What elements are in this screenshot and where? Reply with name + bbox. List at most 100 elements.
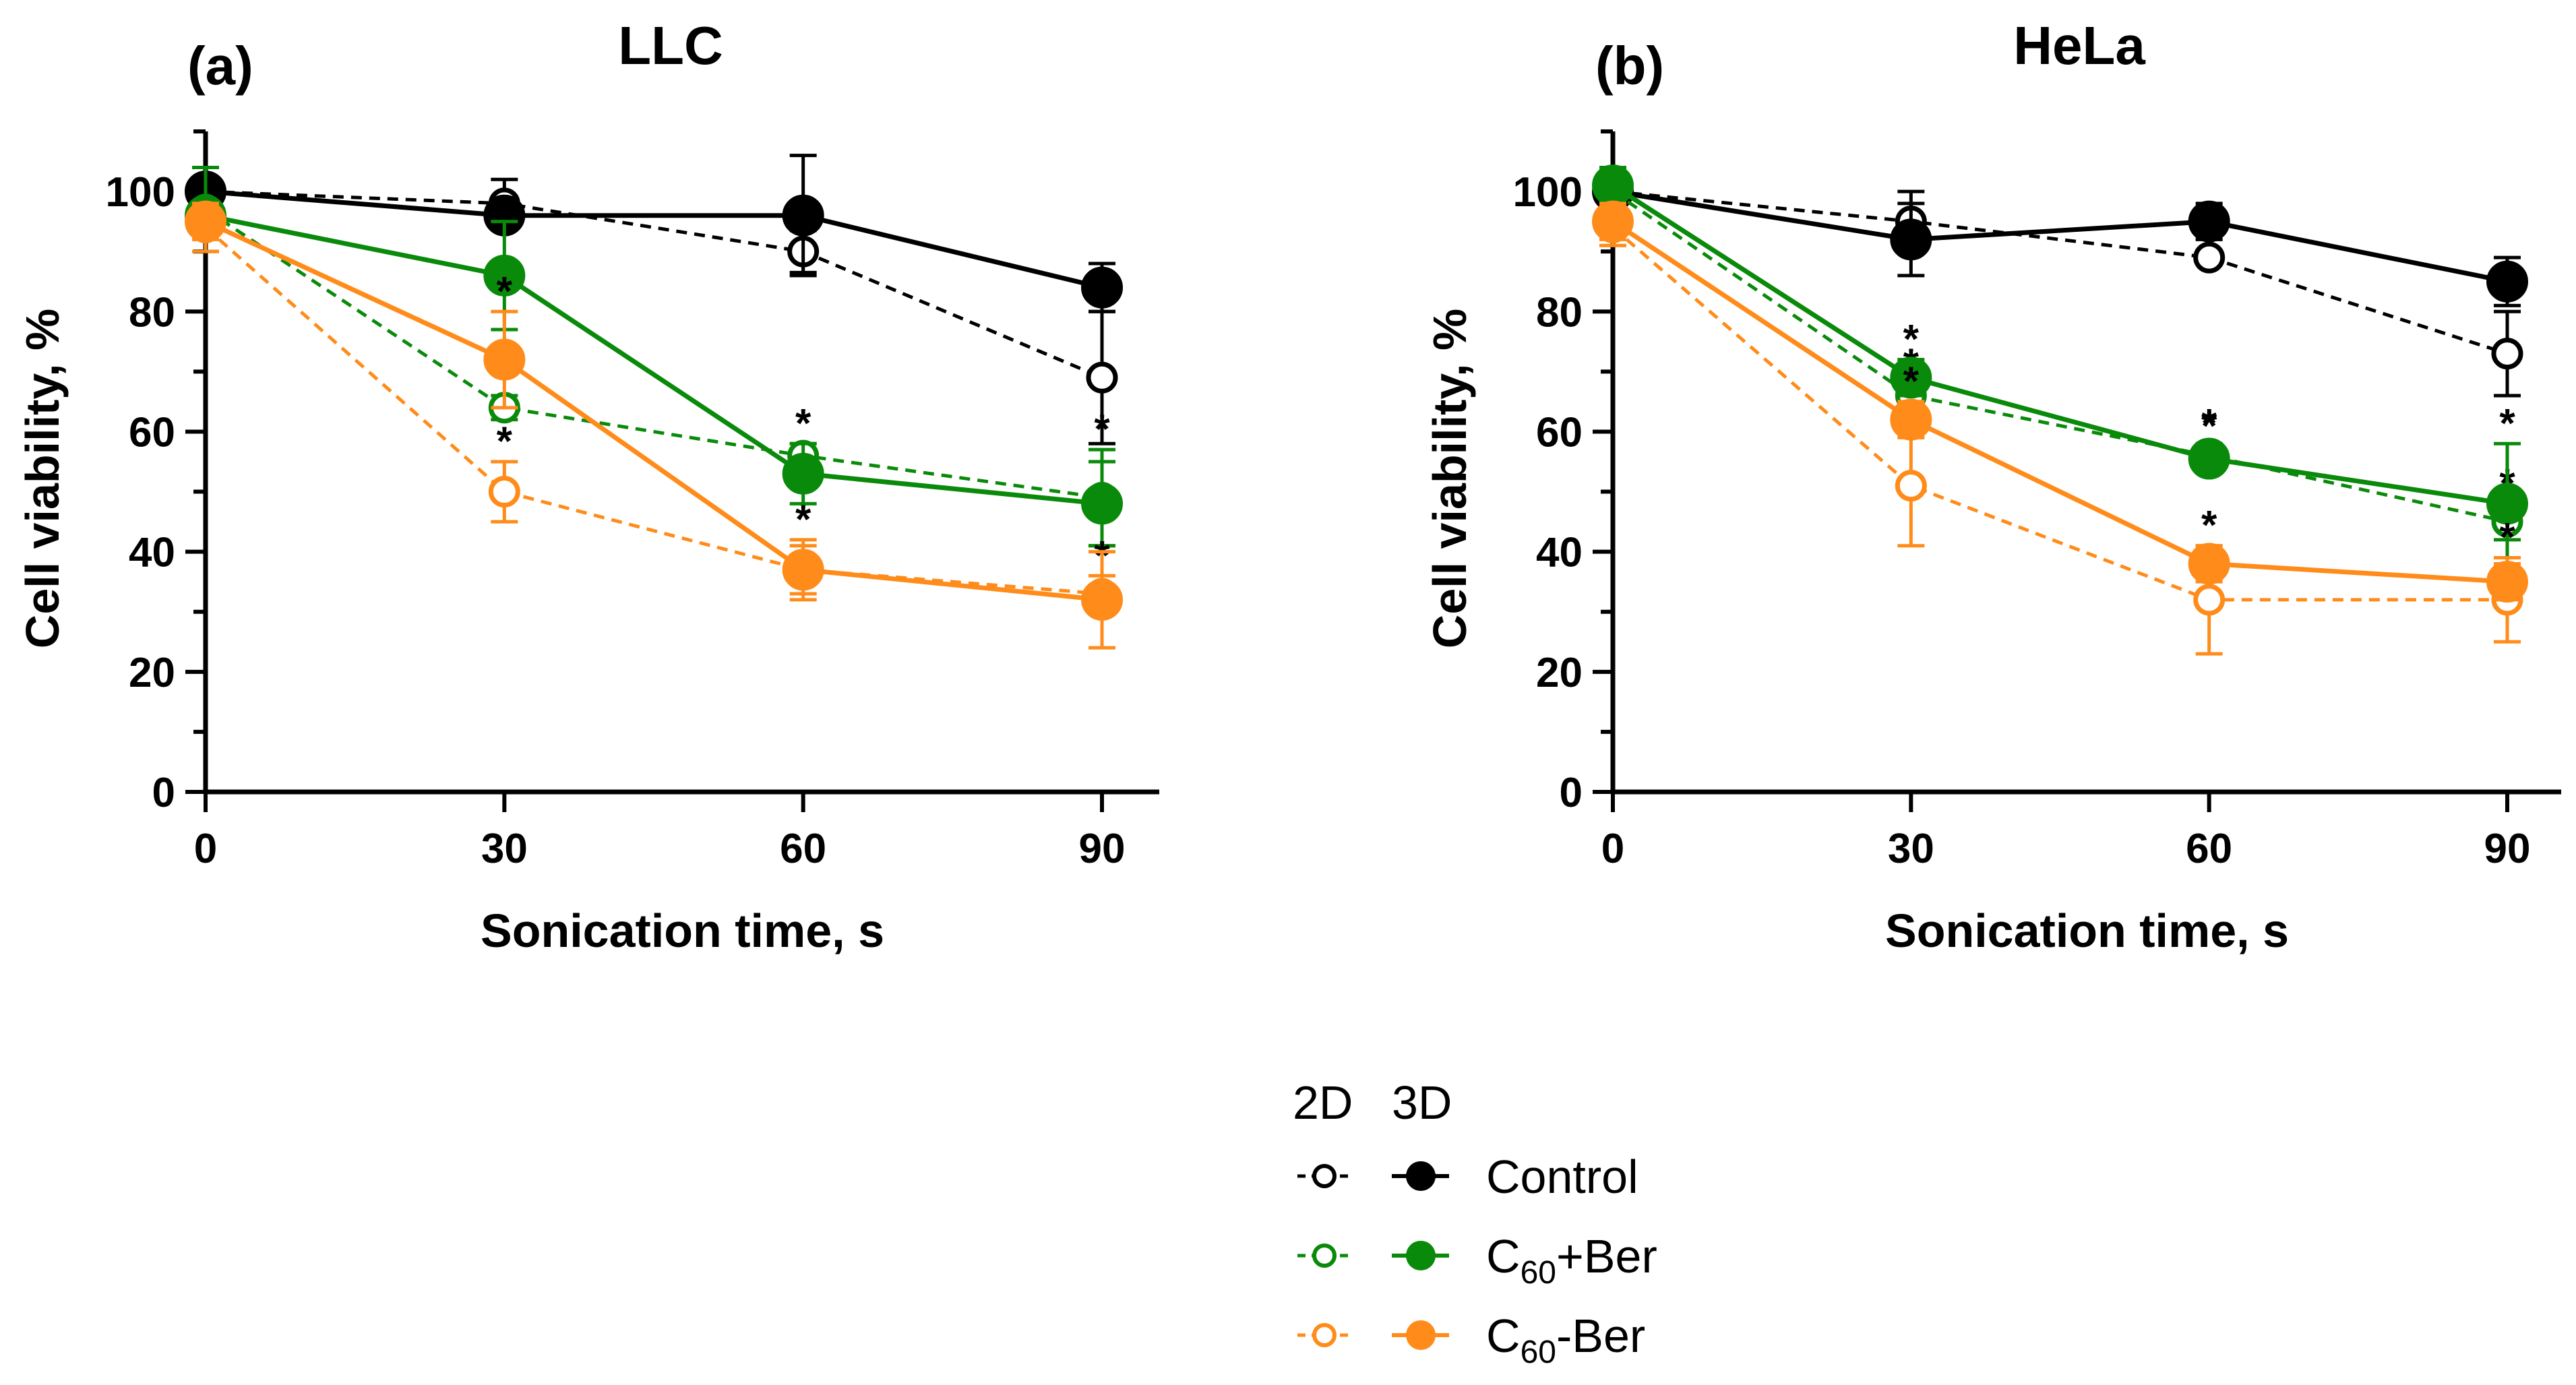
significance-star: * (2499, 400, 2515, 445)
series-line (1612, 189, 2508, 356)
series-line (205, 189, 1103, 379)
legend-label: Control (1486, 1150, 1638, 1203)
x-tick-label: 60 (2186, 826, 2232, 872)
series-c60-ber-2d: * * * (189, 202, 1118, 614)
x-axis-title: Sonication time, s (1885, 904, 2289, 957)
series-line (204, 219, 1103, 603)
significance-star: * (497, 268, 513, 313)
legend-swatch-2d-marker (1312, 1323, 1337, 1347)
series-line (1612, 190, 2508, 524)
series-c60-ber-3d: ** * (1592, 164, 2528, 565)
y-axis-title: Cell viability, % (1423, 309, 1476, 648)
x-axis-title: Sonication time, s (481, 904, 884, 957)
data-point-open (2491, 338, 2523, 370)
significance-star: * (1903, 359, 1920, 404)
x-tick-label: 0 (194, 826, 217, 872)
series-c60-ber-3d (185, 194, 1123, 548)
y-axis-title: Cell viability, % (16, 309, 69, 648)
x-tick-label: 90 (1079, 826, 1126, 872)
data-point-open (1895, 470, 1927, 502)
legend-label-prefix: C (1486, 1310, 1521, 1362)
x-tick-label: 30 (481, 826, 528, 872)
legend-swatch-3d-marker (1406, 1241, 1436, 1270)
significance-star: * (1903, 317, 1920, 362)
legend-label: C60-Ber (1486, 1310, 1645, 1370)
data-point-open (2193, 584, 2226, 616)
data-point-filled (2486, 483, 2528, 525)
data-point-filled (2188, 200, 2230, 243)
data-point-filled (1592, 200, 1634, 243)
series-line (1612, 189, 2508, 284)
y-tick-label: 20 (1536, 650, 1583, 696)
data-point-filled (2486, 260, 2528, 303)
legend-swatch-3d-marker (1406, 1161, 1436, 1191)
data-point-filled (782, 549, 824, 591)
series-line (205, 189, 1103, 290)
significance-star: * (2499, 515, 2515, 560)
data-point-filled (185, 200, 226, 243)
data-point-filled (1890, 357, 1932, 399)
data-point-open (488, 476, 520, 508)
legend-item-c60-ber-minus: C60-Ber (1297, 1310, 1645, 1370)
data-point-filled (483, 338, 526, 381)
data-point-filled (782, 452, 824, 495)
y-tick-label: 60 (1536, 409, 1583, 456)
legend-label-suffix: -Ber (1556, 1310, 1645, 1362)
significance-star: * (497, 419, 513, 464)
x-tick-label: 60 (780, 826, 826, 872)
series-control-3d (1592, 171, 2528, 307)
legend-item-c60-ber-plus: C60+Ber (1297, 1230, 1657, 1291)
data-point-open (2193, 241, 2226, 274)
y-tick-label: 80 (1536, 289, 1583, 336)
data-point-filled (782, 194, 824, 237)
series-line (204, 208, 1103, 499)
legend-swatch-2d-marker (1312, 1243, 1337, 1268)
data-point-filled (1081, 483, 1123, 525)
y-tick-label: 0 (1560, 770, 1583, 816)
panel-b-hela: 0 20 40 60 80 100 0 30 60 90 (b) HeLa Sonication tim… (1423, 16, 2561, 957)
series-line (204, 226, 1103, 596)
significance-star: * (1094, 406, 1110, 452)
significance-star: * (2201, 503, 2217, 548)
legend-item-control: Control (1297, 1150, 1638, 1203)
significance-star: * (2201, 404, 2217, 449)
y-tick-label: 60 (129, 409, 175, 456)
data-point-open (1086, 361, 1118, 394)
legend-header-2d: 2D (1293, 1076, 1353, 1129)
data-point-filled (1081, 578, 1123, 621)
y-tick-label: 40 (1536, 530, 1583, 576)
y-tick-label: 20 (129, 650, 175, 696)
series-control-3d (185, 154, 1123, 313)
series-c60-ber-3d: * (185, 200, 1123, 650)
legend-swatch-2d-marker (1312, 1164, 1337, 1188)
data-point-filled (483, 254, 526, 297)
y-tick-label: 100 (1513, 169, 1583, 216)
series-line (1612, 183, 2508, 506)
legend-label-subscript: 60 (1521, 1334, 1556, 1370)
data-point-filled (2188, 437, 2230, 480)
y-tick-label: 0 (152, 770, 175, 816)
data-point-filled (2486, 561, 2528, 603)
series-line (1612, 219, 2508, 584)
panel-a-llc: 0 20 40 60 80 100 0 30 60 90 (a) LLC Sonication time… (16, 16, 1159, 957)
data-point-filled (1890, 398, 1932, 441)
data-point-filled (1592, 164, 1634, 207)
legend-label-suffix: +Ber (1556, 1230, 1657, 1283)
legend-label: C60+Ber (1486, 1230, 1657, 1291)
x-tick-label: 30 (1888, 826, 1934, 872)
data-point-filled (1890, 218, 1932, 261)
data-point-filled (2188, 543, 2230, 585)
series-line (205, 213, 1103, 506)
y-tick-label: 100 (106, 169, 175, 216)
legend-header-3d: 3D (1392, 1076, 1452, 1129)
data-point-filled (1081, 266, 1123, 309)
x-tick-label: 90 (2484, 826, 2531, 872)
series-line (1612, 226, 2507, 602)
significance-star: * (795, 400, 811, 445)
legend-label-prefix: C (1486, 1230, 1521, 1283)
y-tick-label: 40 (129, 530, 175, 576)
legend-swatch-3d-marker (1406, 1320, 1436, 1350)
panel-letter: (b) (1595, 36, 1664, 96)
y-tick-label: 80 (129, 289, 175, 336)
